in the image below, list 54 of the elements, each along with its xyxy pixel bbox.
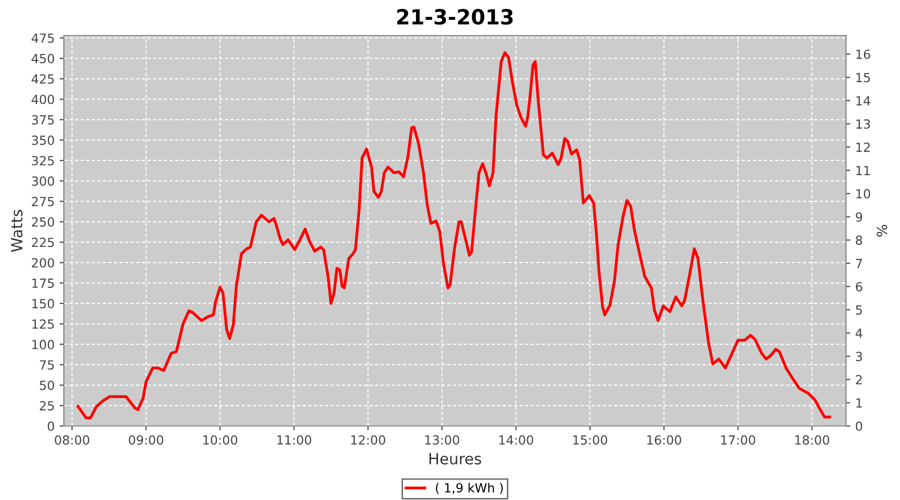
y-tick-label: 300 <box>32 176 54 186</box>
y-tick-label: 250 <box>32 217 54 227</box>
y2-tick-label: 2 <box>856 374 862 384</box>
y-tick-label: 125 <box>32 319 54 329</box>
y-tick-label: 0 <box>48 421 54 431</box>
y2-tick-label: 9 <box>856 212 862 222</box>
x-tick-label: 13:00 <box>425 435 460 445</box>
y2-tick-label: 3 <box>856 352 862 362</box>
y-tick-label: 475 <box>32 34 54 43</box>
y2-tick-label: 12 <box>856 142 870 152</box>
y2-tick-label: 8 <box>856 236 862 245</box>
y-tick-label: 100 <box>32 340 54 350</box>
y-tick-label: 375 <box>32 115 54 125</box>
y-tick-label: 325 <box>32 156 54 166</box>
y2-tick-label: 1 <box>856 398 862 408</box>
y2-tick-label: 10 <box>856 189 870 198</box>
y2-tick-label: 6 <box>856 282 862 292</box>
x-tick-label: 09:00 <box>128 435 164 445</box>
x-tick-label: 18:00 <box>795 435 830 445</box>
y2-axis-title: % <box>876 224 888 237</box>
y2-tick-label: 5 <box>856 305 862 315</box>
chart-title: 21-3-2013 <box>397 8 513 25</box>
y-tick-label: 25 <box>40 401 54 411</box>
line-series <box>76 51 832 420</box>
y-tick-label: 50 <box>40 380 54 390</box>
y-tick-label: 150 <box>32 298 54 308</box>
y-tick-label: 275 <box>32 196 54 206</box>
y-tick-label: 425 <box>32 74 54 84</box>
x-tick-label: 14:00 <box>499 435 534 445</box>
x-tick-label: 10:00 <box>203 435 238 445</box>
y2-tick-label: 15 <box>856 72 870 82</box>
y-tick-label: 75 <box>40 360 54 370</box>
y2-tick-label: 11 <box>856 166 870 176</box>
x-tick-label: 16:00 <box>647 435 682 445</box>
y-tick-label: 225 <box>32 238 54 248</box>
y-tick-label: 450 <box>32 54 54 64</box>
y2-tick-label: 0 <box>856 421 862 431</box>
y-tick-label: 175 <box>32 278 54 288</box>
y2-tick-label: 16 <box>856 50 870 60</box>
y-tick-label: 350 <box>32 136 54 145</box>
y-axis-title: Watts <box>11 210 22 252</box>
x-tick-label: 17:00 <box>721 435 756 445</box>
y2-tick-label: 13 <box>856 119 870 129</box>
x-axis-title: Heures <box>430 453 482 465</box>
y2-tick-label: 14 <box>856 96 870 106</box>
legend-label: ( 1,9 kWh ) <box>436 482 503 494</box>
x-tick-label: 11:00 <box>277 435 312 445</box>
x-tick-label: 12:00 <box>351 435 386 445</box>
y-tick-label: 400 <box>32 94 54 104</box>
x-tick-label: 15:00 <box>573 435 608 445</box>
y2-tick-label: 4 <box>856 328 862 338</box>
x-tick-label: 08:00 <box>54 435 90 445</box>
y-tick-label: 200 <box>32 258 54 268</box>
y2-tick-label: 7 <box>856 258 862 268</box>
